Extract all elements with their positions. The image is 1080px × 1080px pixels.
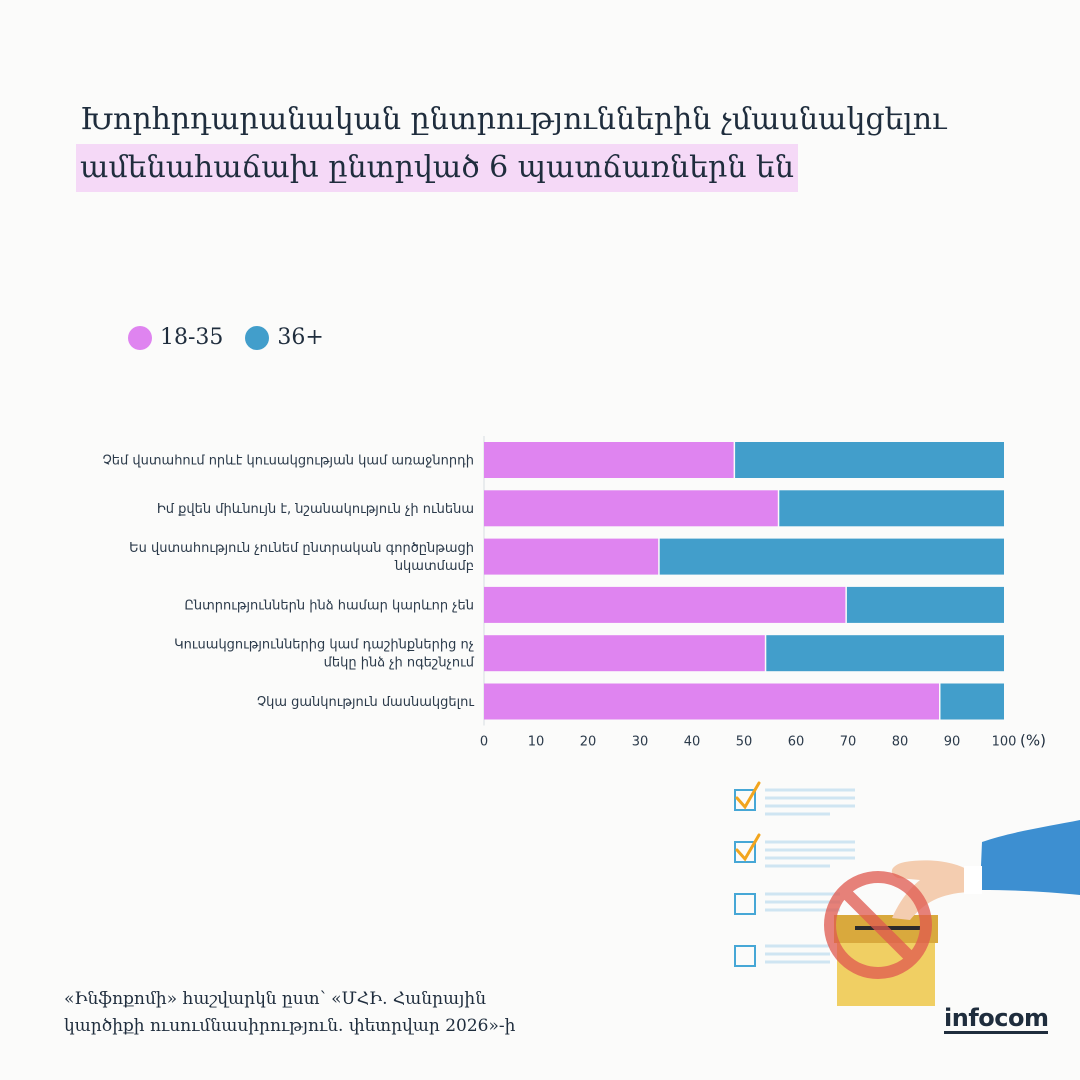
bar-18-35-4 [484,586,846,623]
bar-36-plus-1 [735,442,1004,478]
bar-36-plus-4 [846,586,1004,623]
x-tick-label-70: 70 [840,735,857,750]
bar-18-35-5 [484,635,765,672]
category-labels: Չեմ վստահում որևէ կուսակցության կամ առաջ… [103,454,475,711]
text-lines [765,944,830,964]
category-label-5: Կուսակցություններից կամ դաշինքներից ոչ մե… [174,638,475,671]
checkbox-item-3 [734,892,840,915]
category-label-3: Ես վստահություն չունեմ ընտրական գործընթա… [129,541,474,574]
checkbox [734,893,756,915]
x-tick-label-10: 10 [528,735,545,750]
source-line-2: կարծիքի ուսումնասիրություն. փետրվար 2026… [64,1016,516,1036]
checkbox-item-4 [734,944,830,967]
category-label-1: Չեմ վստահում որևէ կուսակցության կամ առաջ… [103,454,474,469]
legend-item-36-plus: 36+ [245,325,324,350]
category-label-4: Ընտրություններն ինձ համար կարևոր չեն [184,598,474,613]
chart-title: Խորհրդարանական ընտրություններին չմասնակց… [76,96,976,192]
legend-swatch-18-35 [128,325,152,350]
category-label-2: Իմ քվեն միևնույն է, նշանակություն չի ուն… [157,502,474,517]
sleeve [980,820,1080,895]
x-tick-label-20: 20 [580,735,597,750]
x-axis-ticks: 0 10 20 30 40 50 60 70 80 90 100 (%) [480,732,1046,750]
bar-18-35-6 [484,683,939,720]
prohibition-icon [824,871,932,979]
checkmark-icon [735,833,761,862]
voting-illustration [734,781,1080,1006]
checkbox [734,841,756,863]
bar-36-plus-6 [940,683,1004,720]
bar-36-plus-5 [766,635,1004,672]
bars-group [483,436,1004,726]
bar-18-35-2 [484,490,778,527]
x-tick-label-30: 30 [632,735,649,750]
infocom-logo: infocom [944,1004,1049,1034]
bar-36-plus-3 [659,538,1004,575]
x-tick-label-50: 50 [736,735,753,750]
bar-36-plus-2 [779,490,1004,527]
text-lines [765,788,855,816]
legend-item-18-35: 18-35 [128,325,223,350]
checkbox [734,789,756,811]
bar-18-35-1 [484,442,734,478]
checklist [734,781,855,967]
source-line-1: «Ինֆոքոմի» հաշվարկն ըստ՝ «ՄՀԻ. Հանրային [64,989,487,1009]
x-tick-label-60: 60 [788,735,805,750]
stacked-bar-chart: Չեմ վստահում որևէ կուսակցության կամ առաջ… [103,436,1046,750]
legend-label-18-35: 18-35 [160,325,224,350]
cuff [964,866,982,894]
x-tick-label-0: 0 [480,735,488,750]
checkbox-item-1 [734,781,855,816]
text-lines [765,840,855,868]
source-note: «Ինֆոքոմի» հաշվարկն ըստ՝ «ՄՀԻ. Հանրային … [64,986,515,1040]
bar-18-35-3 [484,538,659,575]
x-unit-label: (%) [1020,732,1046,750]
title-line-1: Խորհրդարանական ընտրություններին չմասնակց… [80,102,947,137]
legend: 18-35 36+ [128,325,324,350]
checkbox-item-2 [734,833,855,868]
x-tick-label-40: 40 [684,735,701,750]
legend-swatch-36-plus [245,325,270,350]
checkbox [734,945,756,967]
x-tick-label-100: 100 [992,735,1017,750]
legend-label-36-plus: 36+ [277,325,324,350]
title-line-2: ամենահաճախ ընտրված 6 պատճառներն են [76,144,798,192]
category-label-6: Չկա ցանկություն մասնակցելու [257,695,474,710]
x-tick-label-90: 90 [944,735,961,750]
x-tick-label-80: 80 [892,735,909,750]
hand-icon [891,820,1080,920]
hand [891,860,968,920]
checkmark-icon [735,781,761,810]
